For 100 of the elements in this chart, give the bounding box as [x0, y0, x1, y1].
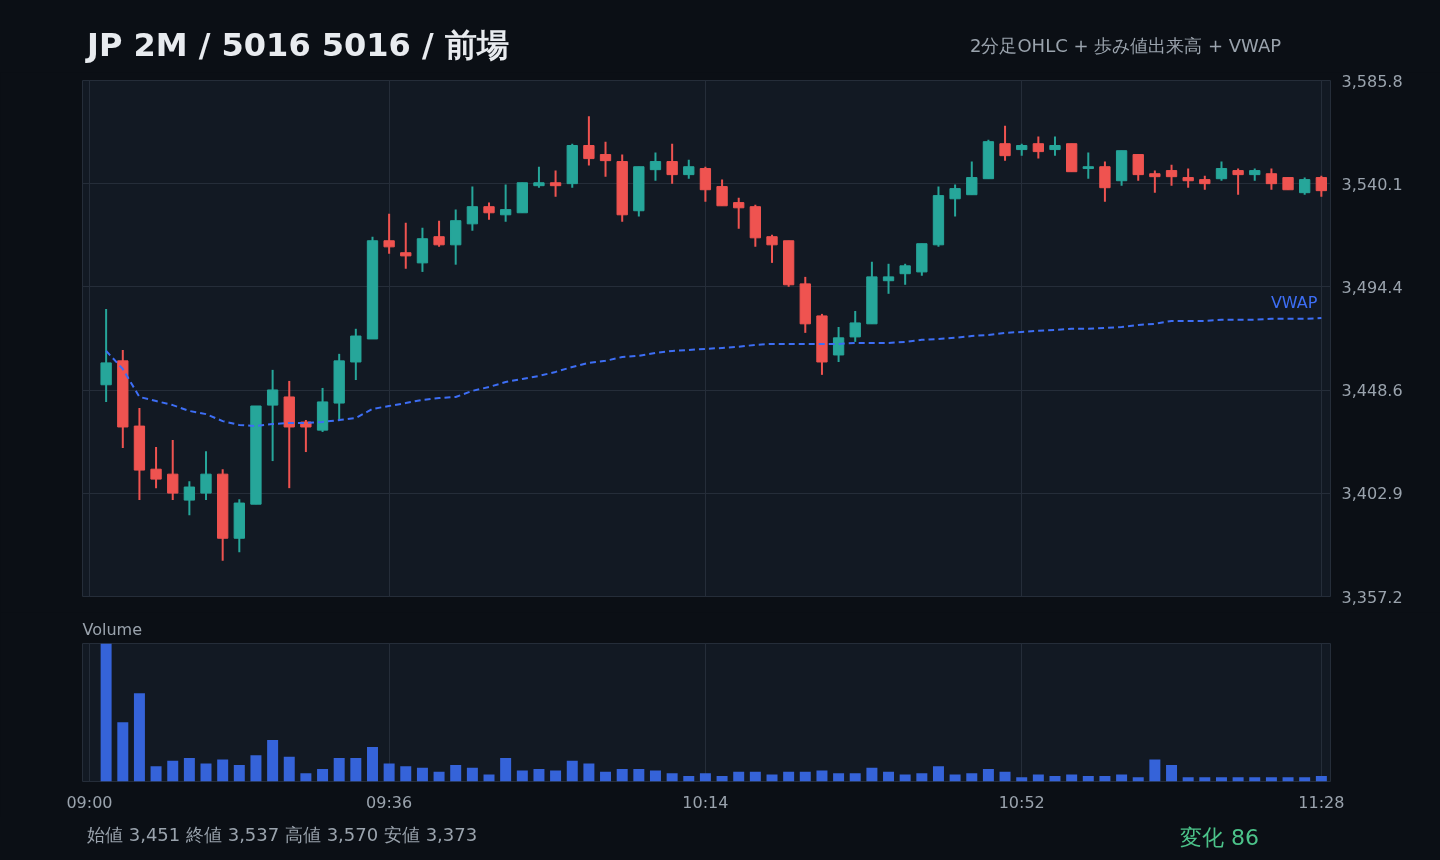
bar — [1232, 777, 1244, 782]
bar — [633, 769, 645, 782]
chart-subtitle: 2分足OHLC + 歩み値出来高 + VWAP — [970, 34, 1282, 58]
bar — [1082, 775, 1094, 782]
candlestick — [882, 262, 895, 295]
x-tick-label: 10:14 — [682, 792, 729, 812]
bar — [783, 771, 795, 782]
bar — [1199, 777, 1211, 782]
candlestick — [999, 124, 1011, 162]
bar — [932, 766, 944, 782]
bar — [317, 769, 329, 782]
x-tick-label: 09:00 — [66, 792, 113, 812]
bar — [683, 775, 695, 782]
candlestick — [150, 446, 162, 490]
bar — [1265, 777, 1277, 782]
candlestick — [1165, 163, 1178, 187]
bar — [833, 773, 845, 782]
bar — [1249, 777, 1261, 782]
candlestick — [100, 307, 112, 403]
candlestick — [599, 140, 612, 178]
candlestick — [666, 142, 678, 185]
candlestick — [549, 169, 562, 198]
bar — [916, 773, 928, 782]
y-tick-label: 3,585.8 — [1341, 71, 1403, 91]
bar — [400, 766, 412, 782]
line-series — [105, 316, 1323, 428]
bar — [183, 758, 195, 782]
y-tick-label: 3,357.2 — [1341, 587, 1403, 607]
bar — [1016, 777, 1028, 782]
candlestick — [499, 183, 512, 223]
bar — [966, 773, 978, 782]
candlestick — [1265, 167, 1278, 191]
bar — [982, 769, 994, 782]
candlestick — [766, 233, 778, 264]
bar — [117, 722, 129, 782]
bar — [883, 771, 895, 782]
bar — [533, 769, 545, 782]
bar — [250, 755, 262, 782]
candlestick — [1049, 135, 1061, 157]
bar — [500, 758, 512, 782]
bar — [649, 770, 661, 782]
bar — [516, 770, 528, 782]
bar — [1299, 777, 1311, 782]
x-tick-label: 11:28 — [1298, 792, 1345, 812]
candlestick — [167, 439, 179, 502]
bar — [333, 758, 345, 782]
candlestick — [466, 185, 479, 232]
bar — [283, 756, 295, 782]
y-tick-label: 3,448.6 — [1341, 381, 1403, 401]
candlestick — [533, 165, 545, 189]
bar — [466, 767, 478, 782]
x-tick-label: 09:36 — [366, 792, 413, 812]
candlestick — [1182, 167, 1194, 189]
candlestick — [266, 368, 279, 463]
bar — [1282, 777, 1294, 782]
bar — [1315, 775, 1327, 782]
candlestick — [716, 178, 728, 207]
bar — [433, 771, 445, 782]
candlestick — [899, 262, 911, 286]
bar — [233, 764, 245, 782]
bar — [816, 770, 828, 782]
candlestick — [1099, 160, 1111, 203]
bar — [550, 770, 562, 782]
candlestick — [583, 115, 595, 167]
bar — [1099, 775, 1111, 782]
bar — [1049, 775, 1061, 782]
bar — [1166, 764, 1178, 782]
candlestick — [1315, 174, 1328, 198]
bar — [799, 771, 811, 782]
text: 変化 86 — [1180, 824, 1259, 852]
bar — [999, 771, 1011, 782]
bar — [616, 769, 628, 782]
bar — [1149, 759, 1161, 782]
candlestick — [433, 219, 445, 248]
candlestick — [966, 160, 978, 196]
candlestick — [849, 309, 861, 343]
candlestick — [1032, 135, 1045, 160]
candlestick — [699, 165, 712, 203]
candlestick — [1082, 151, 1094, 180]
candlestick — [1232, 167, 1244, 196]
bar — [1132, 777, 1144, 782]
candlestick — [383, 212, 395, 255]
bar — [1215, 777, 1227, 782]
candlestick — [832, 325, 845, 363]
chart-title: Volume — [82, 619, 143, 639]
candlestick — [400, 221, 412, 270]
bar — [350, 758, 362, 782]
text: 始値 3,451 終値 3,537 高値 3,570 安値 3,373 — [87, 823, 478, 847]
y-tick-label: 3,540.1 — [1341, 174, 1403, 194]
bar — [367, 747, 378, 782]
bar — [300, 773, 312, 782]
candlestick — [733, 196, 745, 230]
candlestick — [183, 480, 196, 517]
candlestick — [949, 183, 961, 218]
bar — [416, 767, 428, 782]
candlestick — [1132, 153, 1144, 182]
bar — [133, 693, 145, 782]
bar — [600, 771, 612, 782]
y-tick-label: 3,402.9 — [1341, 484, 1403, 504]
y-tick-label: 3,494.4 — [1341, 277, 1403, 297]
